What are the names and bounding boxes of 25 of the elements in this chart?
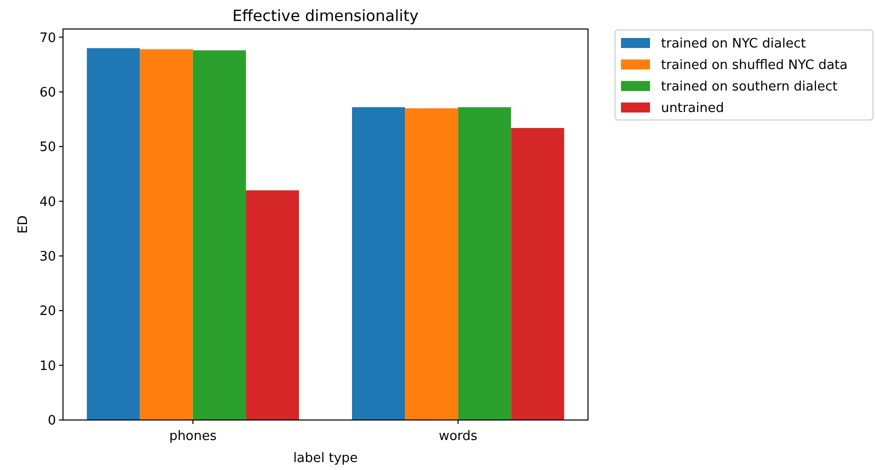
y-tick-label: 40 bbox=[39, 194, 56, 210]
y-axis-title: ED bbox=[16, 215, 31, 234]
x-tick-label: phones bbox=[169, 429, 217, 444]
x-tick-label: words bbox=[438, 429, 478, 444]
y-tick-label: 0 bbox=[48, 414, 56, 429]
bar bbox=[140, 49, 193, 420]
legend-label: trained on shuffled NYC data bbox=[661, 58, 848, 74]
y-tick-label: 70 bbox=[39, 30, 56, 46]
bar bbox=[86, 48, 140, 420]
bar bbox=[458, 107, 512, 420]
y-tick-label: 30 bbox=[39, 249, 56, 264]
bar bbox=[511, 128, 564, 420]
bar bbox=[405, 108, 458, 420]
bar bbox=[352, 107, 406, 420]
bar bbox=[192, 50, 246, 420]
legend-label: untrained bbox=[661, 101, 724, 116]
legend-label: trained on southern dialect bbox=[661, 80, 838, 95]
chart-title: Effective dimensionality bbox=[232, 7, 419, 25]
x-axis-title: label type bbox=[293, 451, 358, 466]
y-tick-label: 20 bbox=[39, 304, 56, 320]
legend-label: trained on NYC dialect bbox=[661, 36, 806, 52]
bar bbox=[246, 190, 299, 420]
y-tick-label: 50 bbox=[39, 140, 56, 156]
y-tick-label: 10 bbox=[39, 358, 56, 374]
y-tick-label: 60 bbox=[39, 85, 56, 100]
